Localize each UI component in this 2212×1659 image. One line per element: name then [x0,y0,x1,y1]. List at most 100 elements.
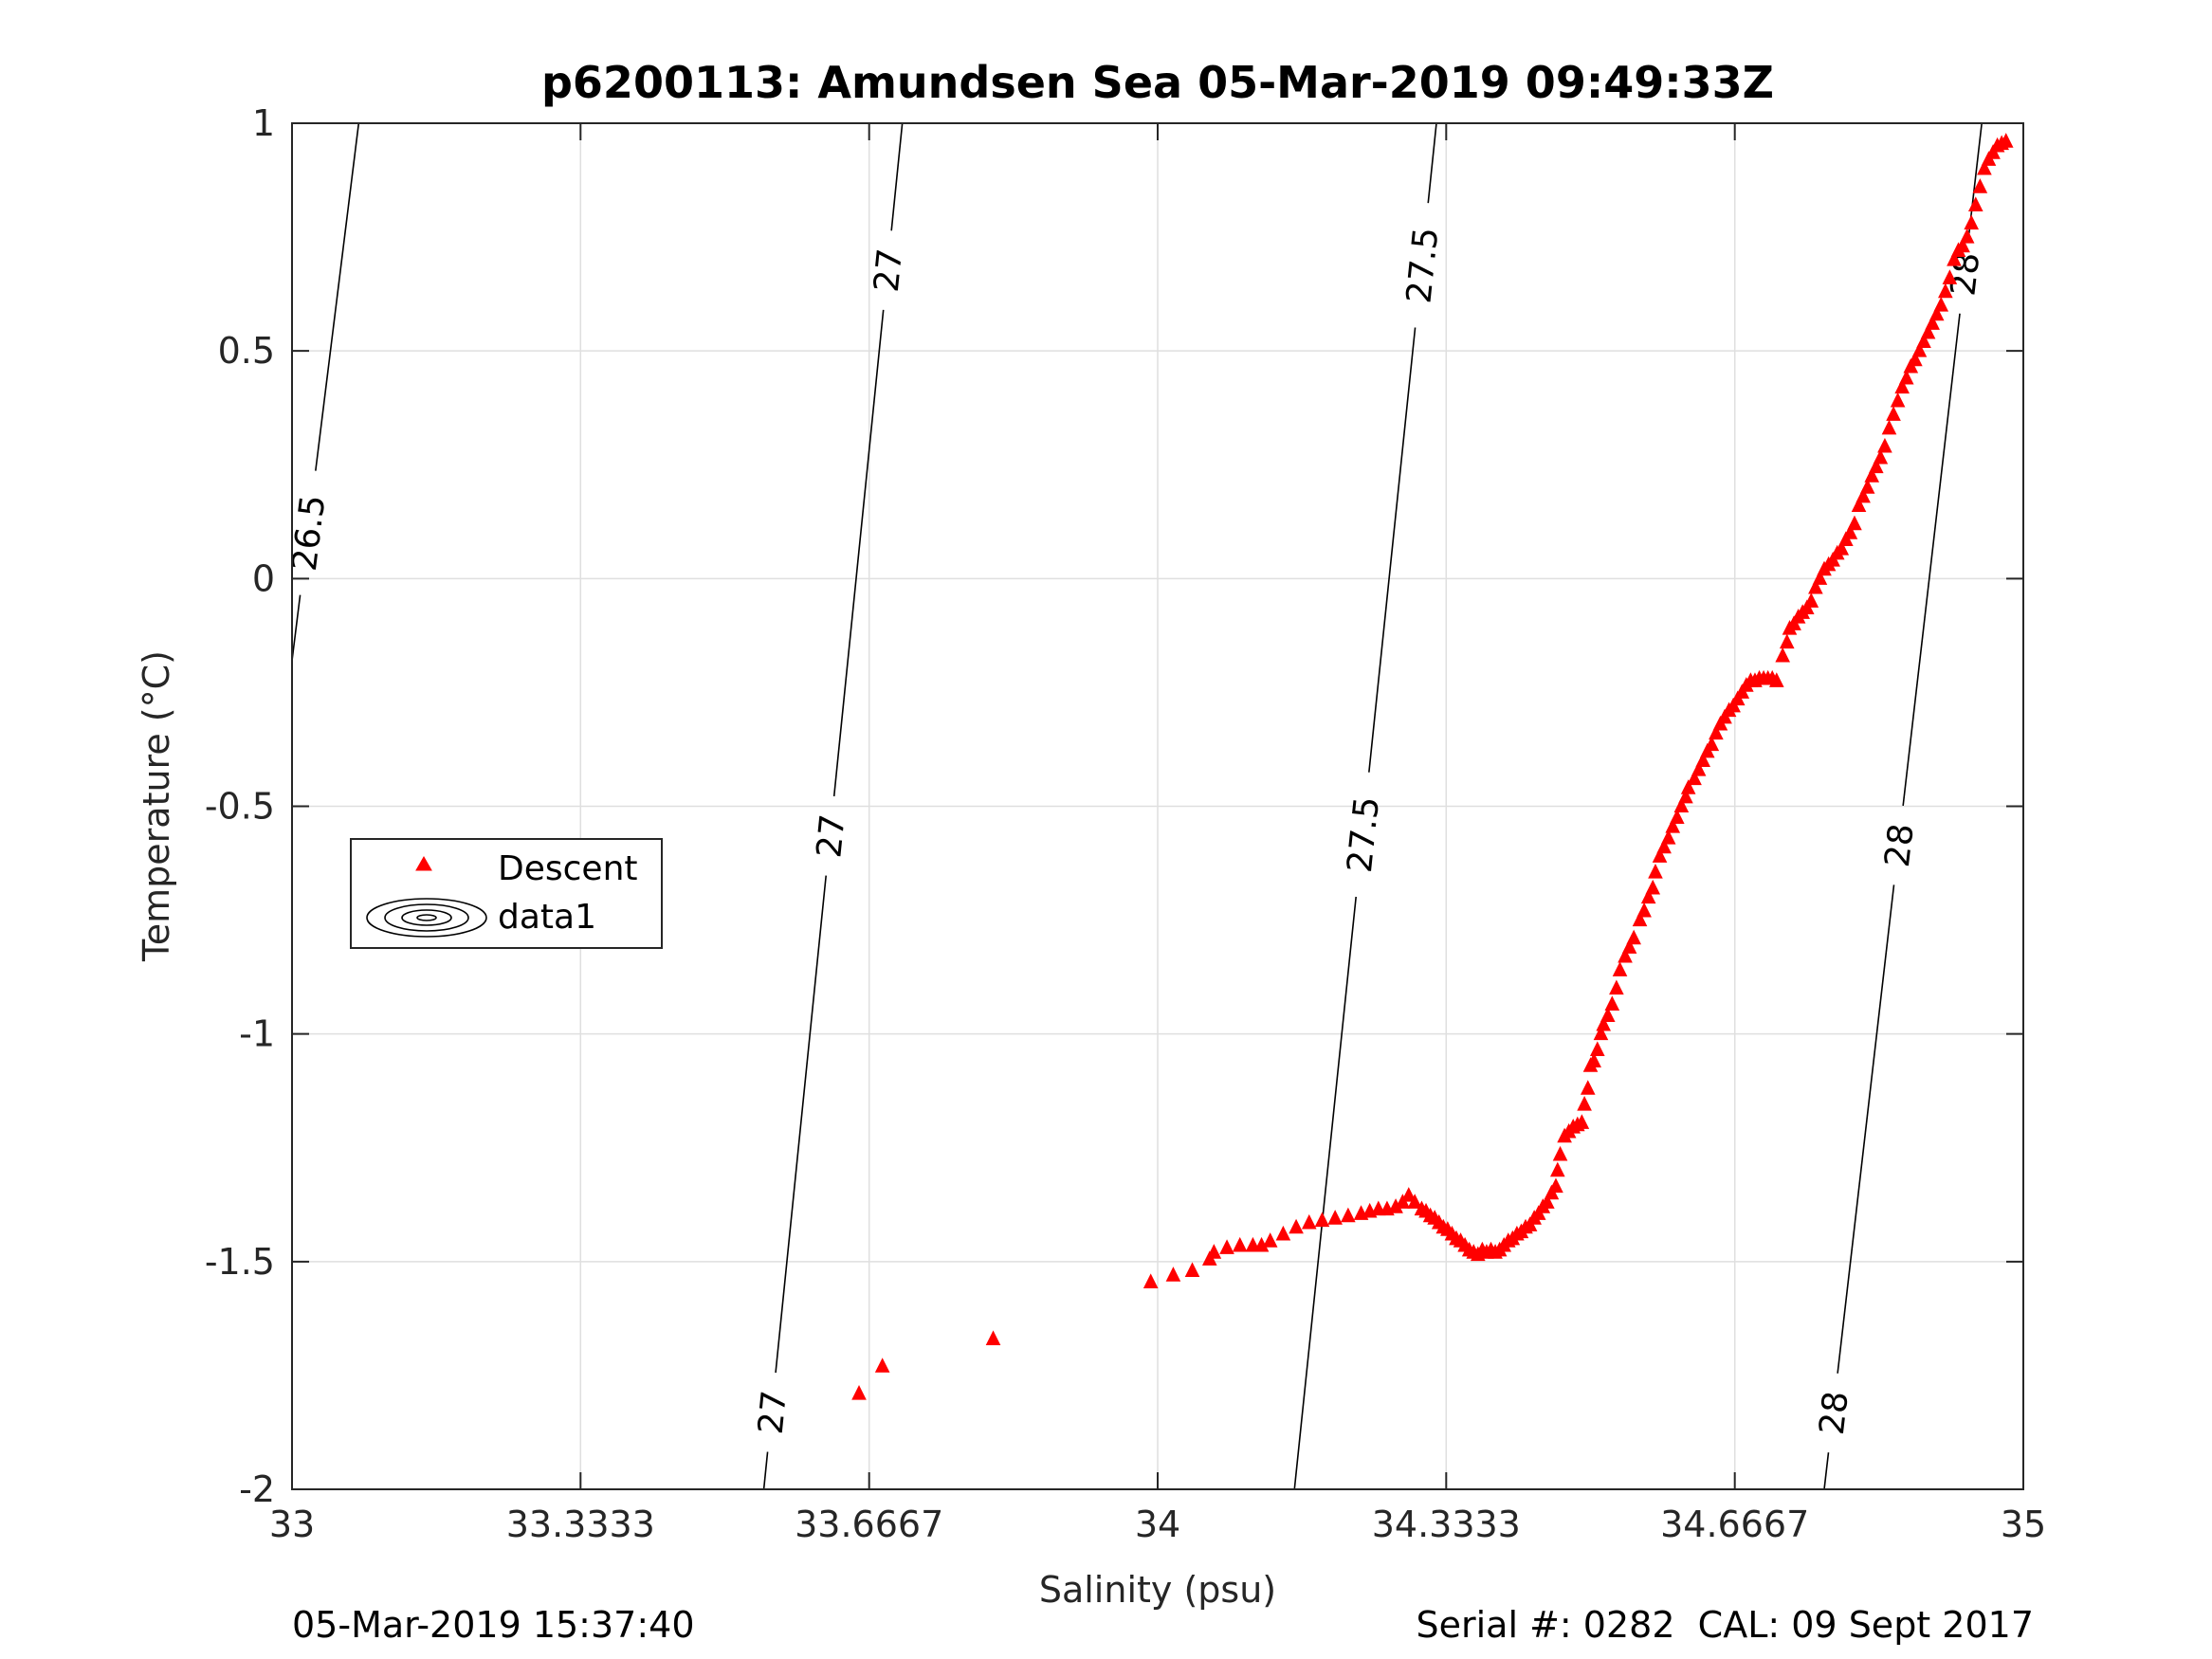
descent-point [1552,1145,1568,1161]
descent-point [1407,1194,1422,1209]
descent-point [1964,214,1980,230]
y-tick-label: -2 [239,1468,275,1510]
descent-point [1609,979,1624,995]
x-tick-label: 34.6667 [1660,1504,1809,1545]
footer-timestamp: 05-Mar-2019 15:37:40 [292,1604,695,1646]
descent-point [1289,1218,1304,1234]
contour-label: 28 [1813,1389,1856,1436]
legend-entry-descent: Descent [498,849,638,888]
descent-point [1886,406,1901,421]
x-tick-label: 33.3333 [506,1504,655,1545]
descent-point [1341,1207,1356,1223]
descent-point [1687,770,1702,786]
descent-point [1669,809,1685,825]
descent-point [1768,672,1784,687]
contour-line-26.5 [291,122,360,661]
descent-point [1933,297,1949,312]
contour-label: 27.5 [1341,794,1387,874]
x-tick-label: 33 [269,1504,315,1545]
descent-point [985,1330,1001,1345]
legend-box [350,838,663,949]
descent-point [1678,788,1693,804]
descent-point [1709,724,1724,740]
descent-point [1574,1114,1590,1129]
descent-point [1916,333,1931,349]
descent-series [851,133,2014,1400]
descent-point [1327,1210,1343,1225]
descent-point [1652,848,1668,863]
axis-ticks: 33 33.3333 33.6667 34 34.3333 34.6667 35 -2 -1.5… [205,102,2046,1545]
descent-point [1834,539,1850,556]
descent-point [1695,752,1710,767]
descent-point [1618,947,1633,963]
y-tick-label: 1 [252,102,275,144]
descent-point [851,1385,867,1400]
descent-point [1998,133,2014,148]
descent-point [1626,929,1641,945]
descent-point [1548,1177,1563,1194]
contour-label: 26.5 [285,493,334,574]
descent-point [1577,1096,1592,1111]
descent-point [1314,1212,1330,1228]
descent-point [1165,1267,1181,1282]
descent-point [1262,1232,1278,1248]
contour-label: 27.5 [1399,226,1446,305]
footer-serial-cal: Serial #: 0282 CAL: 09 Sept 2017 [1416,1604,2034,1646]
descent-point [1673,797,1690,812]
descent-point [1549,1161,1565,1177]
descent-point [1890,392,1906,408]
descent-point [1586,1052,1601,1067]
descent-point [1636,902,1652,918]
descent-point [1851,497,1867,512]
y-axis-label: Temperature (°C) [136,650,177,962]
y-tick-label: 0.5 [218,330,275,372]
descent-point [1593,1025,1609,1041]
descent-point [1589,1041,1605,1056]
descent-point [1929,305,1945,321]
x-axis-label: Salinity (psu) [1039,1569,1276,1611]
descent-point [1859,479,1875,494]
descent-point [1604,995,1620,1011]
descent-point [1600,1007,1616,1022]
legend-entry-data1: data1 [498,898,596,937]
x-tick-label: 34 [1135,1504,1180,1545]
descent-point [1868,458,1884,474]
descent-point [874,1358,890,1373]
descent-point [1947,250,1962,266]
y-tick-label: -1 [239,1013,275,1055]
contour-line-27.5 [1293,122,1437,1490]
descent-point [1206,1244,1222,1259]
descent-point [1803,592,1819,608]
descent-point [1775,647,1790,663]
descent-point [1540,1194,1555,1209]
descent-point [1920,323,1936,339]
descent-point [1881,419,1897,435]
descent-point [1808,578,1823,594]
legend-triangle-marker [415,855,432,871]
descent-point [1894,378,1910,394]
contour-line-27 [762,122,904,1490]
descent-point [1856,487,1871,503]
descent-point [1275,1225,1291,1241]
descent-point [1219,1239,1234,1254]
descent-point [1232,1236,1248,1252]
descent-point [1660,830,1676,845]
contour-line-28 [1823,122,1983,1490]
descent-point [1977,159,1992,175]
contour-label: 28 [1878,822,1922,869]
descent-point [1691,760,1707,776]
descent-point [1612,961,1628,976]
contour-label: 27 [810,812,852,860]
descent-point [1632,911,1648,927]
descent-point [1972,178,1988,193]
descent-point [1908,351,1923,367]
descent-point [1143,1273,1159,1288]
descent-point [1877,437,1892,453]
descent-point [1911,342,1928,357]
descent-point [1301,1213,1317,1230]
descent-point [1967,196,1983,211]
y-tick-label: 0 [252,557,275,599]
y-tick-label: -0.5 [205,786,275,828]
descent-point [1680,779,1696,794]
